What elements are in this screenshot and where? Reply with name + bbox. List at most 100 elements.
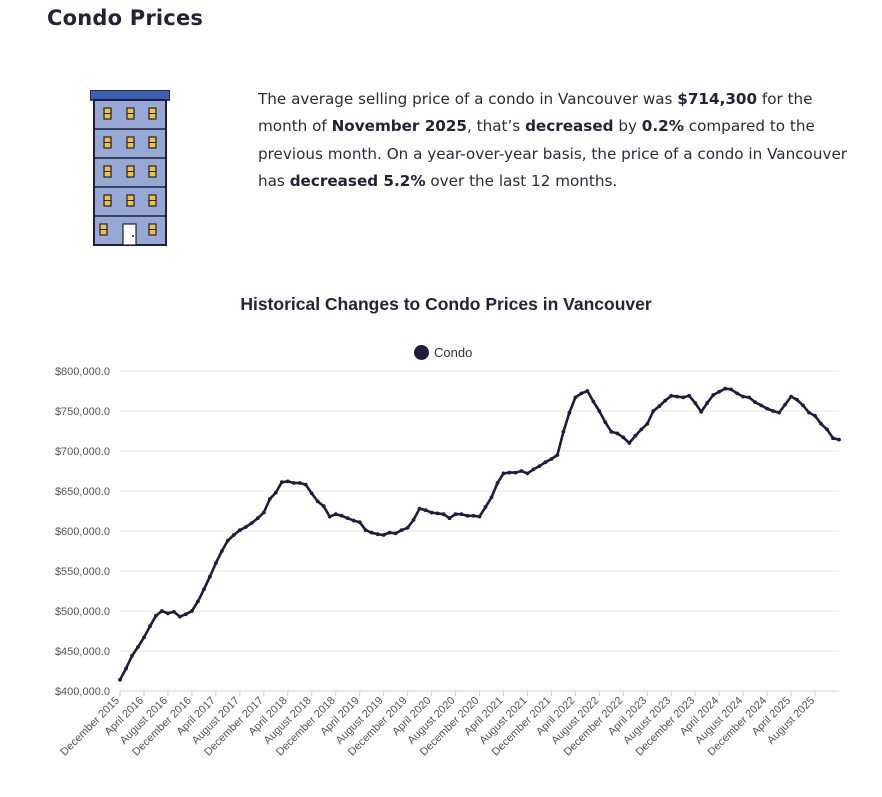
data-point — [825, 427, 829, 432]
data-point — [279, 480, 284, 485]
data-point — [243, 525, 248, 529]
data-point — [615, 431, 620, 436]
data-point — [357, 520, 362, 525]
data-point — [645, 421, 650, 426]
data-point — [621, 435, 626, 440]
chart-title: Historical Changes to Condo Prices in Va… — [240, 294, 652, 314]
y-tick-label: $650,000.0 — [55, 486, 110, 498]
data-point — [423, 508, 428, 513]
data-point — [597, 409, 602, 413]
data-point — [543, 460, 548, 465]
data-point — [747, 395, 751, 400]
legend-marker — [414, 345, 429, 360]
y-tick-label: $700,000.0 — [55, 446, 110, 458]
y-tick-label: $750,000.0 — [55, 406, 110, 418]
data-point — [411, 517, 416, 522]
data-point — [285, 479, 290, 484]
data-point — [777, 410, 781, 415]
data-point — [255, 516, 260, 521]
data-point — [531, 467, 536, 472]
data-point — [765, 406, 769, 411]
data-point — [489, 495, 494, 500]
data-point — [801, 403, 805, 408]
data-point — [136, 645, 140, 649]
data-point — [345, 516, 350, 521]
data-point — [333, 512, 338, 517]
data-point — [681, 395, 686, 400]
data-point — [507, 470, 512, 475]
data-point — [363, 528, 368, 533]
data-point — [351, 518, 356, 523]
data-point — [585, 389, 590, 393]
data-point — [471, 513, 476, 518]
data-point — [789, 394, 793, 399]
data-point — [657, 404, 662, 409]
data-point — [273, 490, 278, 495]
y-tick-label: $600,000.0 — [55, 526, 110, 538]
data-point — [513, 470, 518, 475]
data-point — [220, 549, 224, 553]
data-point — [339, 513, 344, 518]
chart-legend[interactable]: Condo — [414, 345, 472, 360]
data-point — [178, 614, 182, 619]
data-point — [477, 514, 482, 519]
data-point — [441, 512, 446, 517]
condo-series-line — [118, 387, 841, 682]
building-icon — [90, 90, 170, 246]
data-point — [190, 609, 194, 613]
data-point — [160, 609, 164, 613]
data-point — [603, 420, 608, 425]
data-point — [315, 499, 320, 504]
data-point — [723, 386, 728, 391]
data-point — [375, 532, 380, 537]
data-point — [753, 400, 757, 405]
data-point — [208, 574, 212, 579]
data-point — [669, 393, 674, 398]
data-point — [237, 528, 242, 533]
data-point — [699, 409, 704, 414]
data-point — [633, 433, 638, 438]
data-point — [693, 401, 698, 405]
data-point — [405, 525, 410, 530]
data-point — [717, 389, 722, 394]
data-point — [519, 469, 524, 473]
data-point — [214, 561, 218, 565]
data-point — [142, 635, 146, 640]
mom-direction: decreased — [525, 117, 614, 136]
data-point — [675, 394, 680, 399]
data-point — [495, 481, 500, 485]
data-point — [639, 427, 644, 432]
data-point — [735, 391, 739, 396]
data-point — [261, 510, 266, 515]
data-point — [687, 393, 692, 398]
data-point — [567, 410, 572, 415]
data-point — [501, 471, 506, 476]
data-point — [393, 531, 398, 536]
data-point — [297, 481, 302, 485]
data-point — [225, 538, 230, 543]
data-point — [627, 441, 632, 445]
data-point — [759, 403, 763, 408]
mom-change: 0.2% — [641, 117, 684, 136]
data-point — [249, 521, 254, 525]
data-point — [483, 505, 488, 509]
price-line-chart: $400,000.0 $450,000.0 $500,000.0 $550,000.0… — [55, 366, 841, 758]
data-point — [729, 387, 733, 392]
price-summary: The average selling price of a condo in … — [258, 90, 848, 191]
legend-label: Condo — [434, 345, 473, 360]
data-point — [148, 624, 152, 629]
data-point — [387, 530, 392, 535]
data-point — [609, 429, 614, 434]
data-point — [537, 464, 542, 469]
data-point — [291, 481, 296, 485]
data-point — [267, 497, 272, 501]
data-point — [429, 510, 434, 515]
data-point — [381, 533, 386, 537]
y-tick-label: $550,000.0 — [55, 566, 110, 578]
data-point — [555, 453, 560, 457]
data-point — [795, 397, 799, 402]
y-tick-label: $450,000.0 — [55, 646, 110, 658]
data-point — [465, 513, 470, 518]
data-point — [459, 512, 464, 517]
data-point — [130, 653, 134, 658]
